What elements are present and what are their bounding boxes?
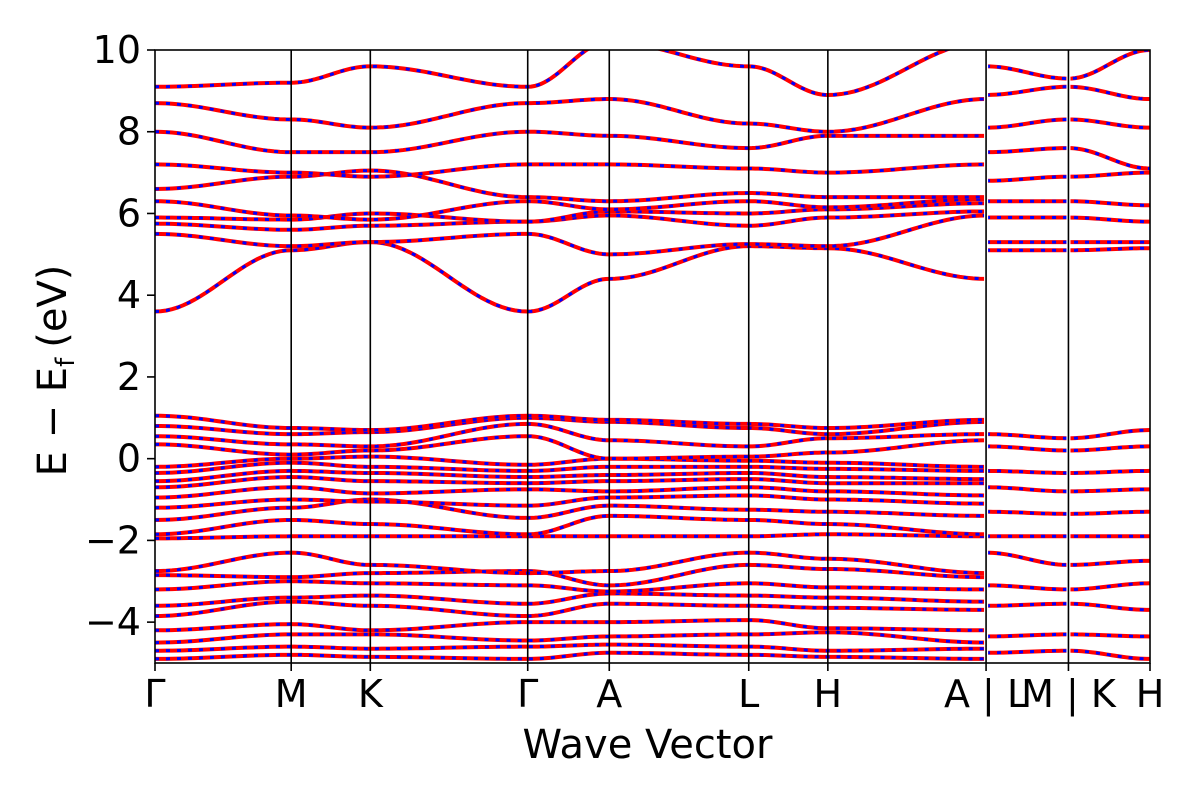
y-tick-label: 2 — [117, 355, 141, 399]
band-3-dashed — [155, 618, 987, 632]
band-31-dashed — [155, 50, 950, 97]
y-tick-label: 0 — [117, 437, 141, 481]
band-9-solid — [155, 532, 987, 541]
y-tick-label: −4 — [85, 600, 141, 644]
y-axis-label-unit: (eV) — [30, 265, 76, 348]
x-tick-label: M | K — [1021, 672, 1117, 717]
band-20-dashed — [155, 416, 987, 436]
band-21-dashed — [155, 414, 987, 432]
x-tick-label: Γ — [517, 672, 538, 716]
x-tick-label: L — [738, 672, 759, 716]
band-4-dashed — [155, 600, 987, 618]
band-11-dashed — [155, 498, 987, 522]
band-19-solid — [155, 421, 987, 449]
x-tick-label: K — [358, 672, 384, 716]
band-27-solid — [155, 168, 987, 204]
x-tick-label: M — [275, 672, 308, 716]
y-axis-label-main: E − E — [30, 367, 76, 477]
band-12-solid — [155, 493, 987, 510]
band-17-dashed — [155, 455, 987, 469]
band-7-dashed — [155, 563, 987, 587]
band-10-dashed — [155, 514, 987, 536]
band-25-dashed — [155, 201, 987, 224]
x-axis-ticks: Γ M K Γ A L H A | LM | K H — [144, 663, 1164, 717]
x-tick-label: Γ — [144, 672, 165, 716]
band-23-solid — [155, 213, 987, 257]
band-29-solid — [155, 129, 987, 155]
x-tick-label: A | L — [944, 672, 1028, 717]
band-5-dashed — [155, 592, 987, 608]
bands-layer — [155, 50, 1150, 663]
y-axis-label-subscript: f — [51, 357, 81, 367]
band-13-dashed — [155, 485, 987, 499]
band-0-dashed — [155, 651, 987, 661]
band-2-dashed — [155, 630, 987, 645]
x-tick-label: A — [596, 672, 622, 716]
band-21-solid — [155, 413, 987, 433]
y-tick-label: 10 — [93, 28, 141, 72]
y-axis-ticks: −4 −2 0 2 4 6 8 10 — [85, 28, 155, 644]
band-28-dashed — [155, 162, 987, 179]
band-12-dashed — [155, 493, 987, 510]
band-18-solid — [155, 434, 987, 461]
band-22-dashed — [155, 240, 987, 314]
x-tick-label: H — [814, 672, 843, 716]
band-8-solid — [155, 550, 987, 576]
x-axis-label: Wave Vector — [523, 722, 774, 768]
y-tick-label: 4 — [117, 273, 141, 317]
band-26-dashed — [155, 197, 987, 222]
y-tick-label: −2 — [85, 518, 141, 562]
band-15-dashed — [155, 469, 987, 483]
y-tick-label: 8 — [117, 110, 141, 154]
band-16-dashed — [155, 461, 987, 475]
kpoint-lines — [290, 50, 1070, 663]
band-22-solid — [155, 240, 987, 314]
band-24-dashed — [155, 209, 987, 232]
band-6-dashed — [155, 579, 987, 593]
y-tick-label: 6 — [117, 191, 141, 235]
band-27-dashed — [155, 169, 987, 203]
band-30-solid — [155, 97, 987, 134]
band-1-solid — [155, 642, 987, 653]
band-14-dashed — [155, 475, 987, 489]
band-4-solid — [155, 599, 987, 619]
y-axis-label: E − Ef (eV) — [30, 265, 81, 477]
plot-frame — [154, 49, 1151, 664]
x-tick-label: H — [1136, 672, 1165, 716]
